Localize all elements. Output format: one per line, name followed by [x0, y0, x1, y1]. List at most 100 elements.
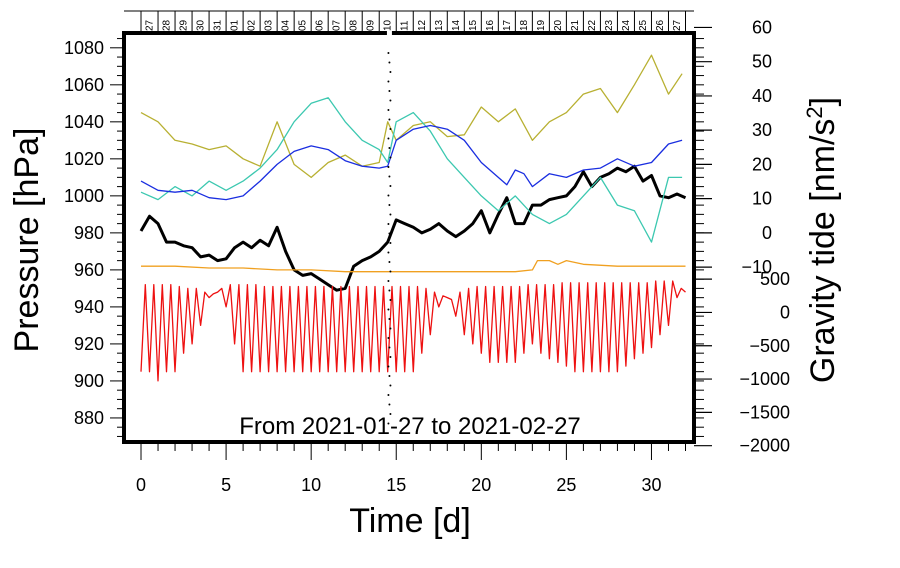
- gap-scatter-point: [387, 280, 390, 282]
- y-right-upper-tick-label: 40: [752, 86, 772, 106]
- gap-scatter-point: [387, 251, 390, 254]
- gap-scatter-point: [388, 175, 391, 178]
- gap-scatter-point: [387, 365, 390, 368]
- y-left-tick-label: 920: [74, 334, 104, 354]
- day-label: 02: [247, 19, 258, 31]
- gap-scatter-point: [388, 289, 391, 292]
- day-label: 03: [264, 19, 275, 31]
- day-label: 08: [349, 19, 360, 31]
- gap-scatter-point: [387, 137, 390, 140]
- y-right-upper-tick-label: 50: [752, 52, 772, 72]
- gap-scatter-point: [389, 384, 392, 387]
- y-right-upper-tick-label: 10: [752, 189, 772, 209]
- y-left-tick-label: 980: [74, 223, 104, 243]
- x-tick-label: 20: [471, 475, 491, 495]
- day-label: 16: [485, 19, 496, 31]
- day-label: 04: [281, 19, 292, 31]
- series-line: [140, 54, 683, 179]
- day-label: 27: [672, 19, 683, 31]
- x-tick-label: 30: [641, 475, 661, 495]
- gap-scatter-point: [389, 213, 392, 216]
- gap-scatter-point: [389, 242, 392, 244]
- day-label: 14: [451, 19, 462, 31]
- y-left-tick-label: 940: [74, 297, 104, 317]
- y-right-upper-tick-label: 30: [752, 120, 772, 140]
- gap-scatter-point: [387, 394, 390, 396]
- gap-scatter-point: [387, 166, 390, 168]
- y-right-lower-tick-label: −1000: [739, 369, 790, 389]
- gap-scatter-point: [389, 128, 392, 130]
- day-label: 12: [417, 19, 428, 31]
- gap-scatter-point: [387, 194, 390, 197]
- gap-scatter-point: [388, 403, 391, 406]
- labels-layer: 88090092094096098010001020104010601080−1…: [64, 17, 790, 495]
- gap-scatter-point: [389, 327, 392, 330]
- plot-frame: [122, 31, 696, 444]
- gap-scatter-point: [387, 308, 390, 311]
- y-left-tick-label: 1020: [64, 149, 104, 169]
- day-label: 20: [553, 19, 564, 31]
- day-label: 26: [655, 19, 666, 31]
- y-right-lower-tick-label: −2000: [739, 436, 790, 456]
- day-label: 01: [230, 19, 241, 31]
- gap-scatter-point: [387, 223, 390, 225]
- gap-scatter-point: [387, 337, 390, 339]
- day-label: 21: [570, 19, 581, 31]
- day-label: 30: [196, 19, 207, 31]
- ticks-layer: [110, 10, 712, 460]
- gap-scatter-point: [388, 118, 391, 121]
- day-label: 19: [536, 19, 547, 31]
- gap-scatter-point: [387, 422, 390, 425]
- gap-scatter-point: [387, 109, 390, 111]
- y-left-tick-label: 1060: [64, 75, 104, 95]
- day-label: 27: [145, 19, 156, 31]
- day-label: 10: [383, 19, 394, 31]
- day-label: 06: [315, 19, 326, 31]
- day-label: 05: [298, 19, 309, 31]
- y-axis-left-title: Pressure [hPa]: [8, 128, 46, 353]
- y-right-lower-tick-label: 0: [780, 302, 790, 322]
- gap-scatter-point: [388, 346, 391, 349]
- day-label: 17: [502, 19, 513, 31]
- day-label: 24: [621, 19, 632, 31]
- gap-scatter-point: [387, 80, 390, 83]
- gap-scatter-point: [388, 147, 391, 149]
- gap-scatter-point: [389, 99, 392, 102]
- y-right-upper-tick-label: 60: [752, 17, 772, 37]
- y-left-tick-label: 880: [74, 408, 104, 428]
- y-right-upper-tick-label: 20: [752, 154, 772, 174]
- y-left-tick-label: 960: [74, 260, 104, 280]
- day-label: 31: [213, 19, 224, 31]
- plot-annotation: From 2021-01-27 to 2021-02-27: [239, 413, 581, 440]
- day-label: 15: [468, 19, 479, 31]
- x-tick-label: 25: [556, 475, 576, 495]
- y-right-upper-tick-label: −10: [741, 257, 772, 277]
- gap-scatter-point: [388, 375, 391, 377]
- gap-scatter-point: [388, 232, 391, 235]
- y-left-tick-label: 900: [74, 371, 104, 391]
- series-line: [140, 124, 683, 201]
- y-axis-right-title-sup: 2: [802, 106, 827, 118]
- gap-scatter-point: [387, 52, 390, 54]
- series-line: [141, 259, 686, 273]
- gap-scatter-point: [389, 185, 392, 187]
- gap-scatter-point: [389, 356, 392, 358]
- series-line: [140, 97, 683, 243]
- gap-scatter-point: [389, 71, 392, 73]
- x-tick-label: 5: [221, 475, 231, 495]
- y-left-tick-label: 1080: [64, 38, 104, 58]
- day-label: 22: [587, 19, 598, 31]
- series-layer: [139, 52, 687, 425]
- day-label: 29: [179, 19, 190, 31]
- day-label: 28: [162, 19, 173, 31]
- y-left-tick-label: 1040: [64, 112, 104, 132]
- gap-scatter-point: [389, 270, 392, 273]
- day-label: 18: [519, 19, 530, 31]
- day-label: 11: [400, 20, 411, 31]
- x-tick-label: 15: [386, 475, 406, 495]
- y-right-lower-tick-label: 500: [760, 269, 790, 289]
- gap-scatter-point: [388, 318, 391, 320]
- gap-scatter-point: [389, 413, 392, 415]
- gap-scatter-point: [389, 299, 392, 301]
